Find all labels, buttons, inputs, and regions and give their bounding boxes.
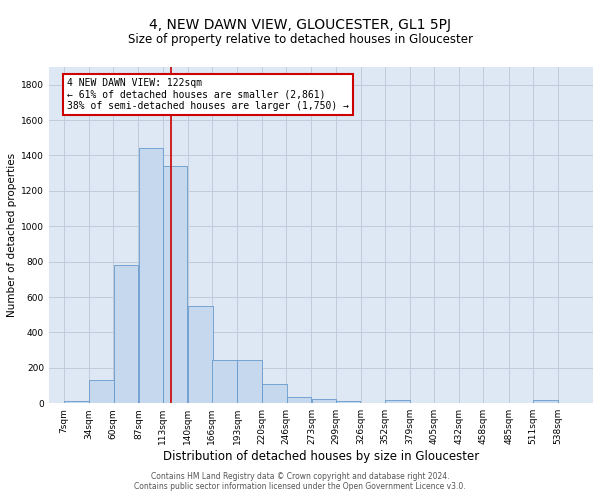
Bar: [385, 400, 410, 404]
Bar: [64, 400, 89, 404]
Bar: [113, 265, 138, 404]
Text: Contains HM Land Registry data © Crown copyright and database right 2024.
Contai: Contains HM Land Registry data © Crown c…: [134, 472, 466, 491]
X-axis label: Distribution of detached houses by size in Gloucester: Distribution of detached houses by size …: [163, 450, 479, 463]
Bar: [237, 360, 262, 404]
Bar: [287, 397, 311, 404]
Bar: [336, 402, 361, 404]
Text: 4 NEW DAWN VIEW: 122sqm
← 61% of detached houses are smaller (2,861)
38% of semi: 4 NEW DAWN VIEW: 122sqm ← 61% of detache…: [67, 78, 349, 111]
Text: 4, NEW DAWN VIEW, GLOUCESTER, GL1 5PJ: 4, NEW DAWN VIEW, GLOUCESTER, GL1 5PJ: [149, 18, 451, 32]
Bar: [262, 384, 287, 404]
Text: Size of property relative to detached houses in Gloucester: Size of property relative to detached ho…: [128, 32, 473, 46]
Y-axis label: Number of detached properties: Number of detached properties: [7, 153, 17, 317]
Bar: [188, 306, 212, 404]
Bar: [533, 400, 557, 404]
Bar: [212, 360, 237, 404]
Bar: [139, 148, 163, 404]
Bar: [311, 399, 336, 404]
Bar: [89, 380, 114, 404]
Bar: [163, 166, 187, 404]
